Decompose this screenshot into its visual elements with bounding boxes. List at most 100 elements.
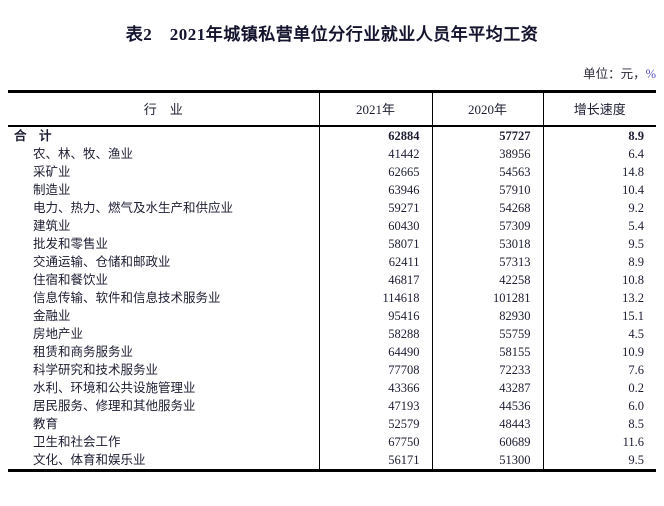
cell-industry: 文化、体育和娱乐业 bbox=[33, 452, 146, 467]
cell-industry: 采矿业 bbox=[33, 164, 71, 179]
cell-wage-2020: 51300 bbox=[431, 450, 543, 470]
cell-growth-rate: 9.5 bbox=[542, 450, 656, 470]
table-row: 金融业 95416 82930 15.1 bbox=[8, 306, 656, 325]
table-row: 教育 52579 48443 8.5 bbox=[8, 414, 656, 433]
cell-wage-2021: 60430 bbox=[318, 216, 432, 235]
cell-industry: 住宿和餐饮业 bbox=[33, 272, 109, 287]
cell-growth-rate: 7.6 bbox=[542, 360, 656, 379]
cell-growth-rate: 11.6 bbox=[542, 432, 656, 451]
cell-growth-rate: 9.2 bbox=[542, 198, 656, 217]
cell-wage-2020: 101281 bbox=[431, 288, 543, 307]
table-row: 建筑业 60430 57309 5.4 bbox=[8, 216, 656, 235]
column-header-2021: 2021年 bbox=[318, 91, 432, 127]
cell-growth-rate: 10.9 bbox=[542, 342, 656, 361]
cell-industry: 租赁和商务服务业 bbox=[33, 344, 134, 359]
cell-industry: 制造业 bbox=[33, 182, 71, 197]
column-header-growth-rate: 增长速度 bbox=[542, 91, 656, 127]
cell-industry: 科学研究和技术服务业 bbox=[33, 362, 159, 377]
table-row: 租赁和商务服务业 64490 58155 10.9 bbox=[8, 342, 656, 361]
cell-wage-2020: 42258 bbox=[431, 270, 543, 289]
cell-wage-2020: 53018 bbox=[431, 234, 543, 253]
cell-wage-2020: 57309 bbox=[431, 216, 543, 235]
column-header-industry: 行 业 bbox=[8, 91, 319, 127]
cell-growth-rate: 0.2 bbox=[542, 378, 656, 397]
cell-industry: 交通运输、仓储和邮政业 bbox=[33, 254, 171, 269]
cell-wage-2021: 62884 bbox=[318, 125, 432, 145]
cell-growth-rate: 6.0 bbox=[542, 396, 656, 415]
table-row: 电力、热力、燃气及水生产和供应业 59271 54268 9.2 bbox=[8, 198, 656, 217]
table-row: 交通运输、仓储和邮政业 62411 57313 8.9 bbox=[8, 252, 656, 271]
cell-industry: 教育 bbox=[33, 416, 59, 431]
cell-wage-2021: 59271 bbox=[318, 198, 432, 217]
cell-wage-2020: 38956 bbox=[431, 144, 543, 163]
cell-growth-rate: 14.8 bbox=[542, 162, 656, 181]
cell-industry: 水利、环境和公共设施管理业 bbox=[33, 380, 196, 395]
cell-growth-rate: 15.1 bbox=[542, 306, 656, 325]
cell-industry: 批发和零售业 bbox=[33, 236, 109, 251]
table-row: 农、林、牧、渔业 41442 38956 6.4 bbox=[8, 144, 656, 163]
cell-wage-2021: 56171 bbox=[318, 450, 432, 470]
unit-label-text: 单位：元， bbox=[583, 67, 646, 81]
cell-wage-2021: 63946 bbox=[318, 180, 432, 199]
unit-label: 单位：元，% bbox=[583, 63, 656, 82]
cell-wage-2020: 57910 bbox=[431, 180, 543, 199]
cell-industry: 居民服务、修理和其他服务业 bbox=[33, 398, 196, 413]
cell-growth-rate: 4.5 bbox=[542, 324, 656, 343]
cell-industry: 卫生和社会工作 bbox=[33, 434, 121, 449]
table-row: 住宿和餐饮业 46817 42258 10.8 bbox=[8, 270, 656, 289]
cell-growth-rate: 8.9 bbox=[542, 252, 656, 271]
cell-industry: 合 计 bbox=[14, 128, 52, 143]
table-row: 合 计 62884 57727 8.9 bbox=[8, 125, 656, 145]
table-row: 房地产业 58288 55759 4.5 bbox=[8, 324, 656, 343]
cell-wage-2020: 54563 bbox=[431, 162, 543, 181]
cell-wage-2020: 44536 bbox=[431, 396, 543, 415]
cell-wage-2020: 57727 bbox=[431, 125, 543, 145]
cell-wage-2021: 62665 bbox=[318, 162, 432, 181]
cell-wage-2021: 52579 bbox=[318, 414, 432, 433]
cell-wage-2021: 46817 bbox=[318, 270, 432, 289]
table-row: 信息传输、软件和信息技术服务业 114618 101281 13.2 bbox=[8, 288, 656, 307]
cell-growth-rate: 6.4 bbox=[542, 144, 656, 163]
cell-wage-2021: 47193 bbox=[318, 396, 432, 415]
cell-industry: 房地产业 bbox=[33, 326, 84, 341]
cell-growth-rate: 5.4 bbox=[542, 216, 656, 235]
cell-wage-2020: 82930 bbox=[431, 306, 543, 325]
cell-growth-rate: 10.4 bbox=[542, 180, 656, 199]
cell-wage-2021: 41442 bbox=[318, 144, 432, 163]
table-row: 文化、体育和娱乐业 56171 51300 9.5 bbox=[8, 450, 656, 470]
table-row: 制造业 63946 57910 10.4 bbox=[8, 180, 656, 199]
header-row: 行 业 2021年 2020年 增长速度 bbox=[8, 91, 656, 127]
table-row: 卫生和社会工作 67750 60689 11.6 bbox=[8, 432, 656, 451]
cell-industry: 信息传输、软件和信息技术服务业 bbox=[33, 290, 221, 305]
cell-industry: 农、林、牧、渔业 bbox=[33, 146, 134, 161]
cell-wage-2021: 43366 bbox=[318, 378, 432, 397]
cell-wage-2020: 48443 bbox=[431, 414, 543, 433]
cell-growth-rate: 13.2 bbox=[542, 288, 656, 307]
cell-wage-2020: 60689 bbox=[431, 432, 543, 451]
cell-industry: 建筑业 bbox=[33, 218, 71, 233]
cell-wage-2020: 57313 bbox=[431, 252, 543, 271]
cell-wage-2020: 54268 bbox=[431, 198, 543, 217]
wage-table: 行 业 2021年 2020年 增长速度 合 计 62884 57727 8.9 农、林… bbox=[8, 90, 656, 472]
table-title: 表2 2021年城镇私营单位分行业就业人员年平均工资 bbox=[125, 25, 539, 44]
cell-growth-rate: 10.8 bbox=[542, 270, 656, 289]
cell-wage-2020: 55759 bbox=[431, 324, 543, 343]
cell-wage-2021: 114618 bbox=[318, 288, 432, 307]
table-row: 居民服务、修理和其他服务业 47193 44536 6.0 bbox=[8, 396, 656, 415]
cell-wage-2021: 58071 bbox=[318, 234, 432, 253]
unit-label-percent-sign: % bbox=[645, 67, 656, 81]
table-row: 科学研究和技术服务业 77708 72233 7.6 bbox=[8, 360, 656, 379]
table-body: 合 计 62884 57727 8.9 农、林、牧、渔业 41442 38956 6.4 采矿业… bbox=[8, 125, 656, 470]
cell-wage-2021: 77708 bbox=[318, 360, 432, 379]
cell-wage-2021: 67750 bbox=[318, 432, 432, 451]
cell-industry: 电力、热力、燃气及水生产和供应业 bbox=[33, 200, 234, 215]
cell-growth-rate: 8.5 bbox=[542, 414, 656, 433]
table-row: 批发和零售业 58071 53018 9.5 bbox=[8, 234, 656, 253]
cell-wage-2021: 95416 bbox=[318, 306, 432, 325]
cell-growth-rate: 9.5 bbox=[542, 234, 656, 253]
cell-wage-2020: 58155 bbox=[431, 342, 543, 361]
cell-wage-2020: 72233 bbox=[431, 360, 543, 379]
column-header-2020: 2020年 bbox=[431, 91, 543, 127]
cell-growth-rate: 8.9 bbox=[542, 125, 656, 145]
